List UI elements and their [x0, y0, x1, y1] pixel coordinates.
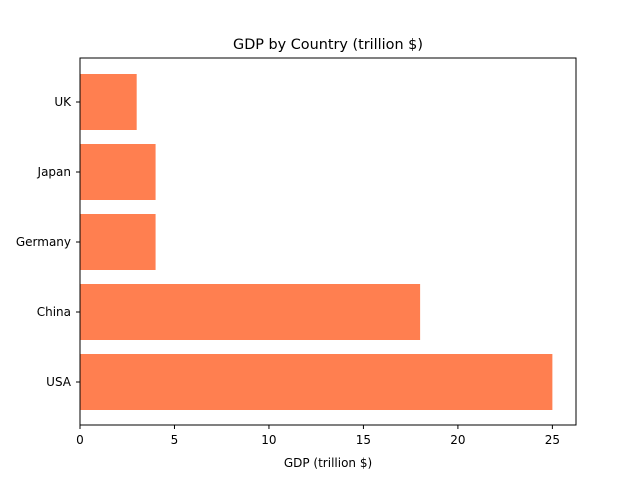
bar-germany	[80, 214, 156, 270]
x-tick-label: 10	[261, 433, 276, 447]
bar-japan	[80, 144, 156, 200]
x-tick-label: 15	[356, 433, 371, 447]
y-tick-label: UK	[54, 95, 72, 109]
x-axis-label: GDP (trillion $)	[284, 456, 372, 470]
x-tick-label: 0	[76, 433, 84, 447]
bar-uk	[80, 74, 137, 130]
chart-title: GDP by Country (trillion $)	[233, 37, 423, 53]
bar-usa	[80, 354, 553, 410]
bar-china	[80, 284, 421, 340]
y-tick-label: Germany	[16, 235, 71, 249]
x-tick-label: 25	[545, 433, 560, 447]
y-tick-label: China	[37, 305, 71, 319]
x-tick-label: 5	[171, 433, 179, 447]
x-tick-label: 20	[450, 433, 465, 447]
y-tick-label: Japan	[37, 165, 71, 179]
y-tick-label: USA	[46, 375, 72, 389]
